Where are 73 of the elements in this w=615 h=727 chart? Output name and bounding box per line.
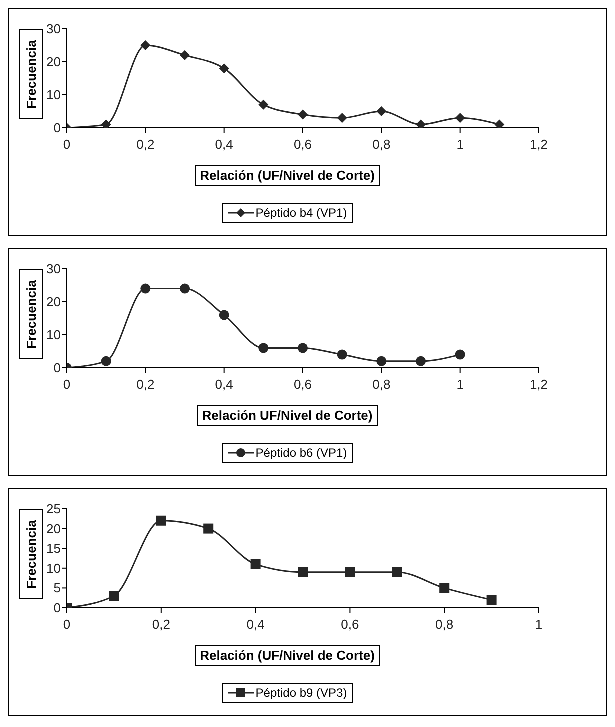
point bbox=[416, 356, 426, 366]
legend-label: Péptido b9 (VP3) bbox=[256, 686, 348, 700]
x-tick-label: 0,6 bbox=[294, 377, 312, 392]
point bbox=[494, 120, 505, 128]
x-tick-label: 1 bbox=[456, 377, 464, 392]
x-tick-label: 0,4 bbox=[215, 377, 234, 392]
x-tick-label: 1 bbox=[535, 617, 543, 632]
point bbox=[219, 310, 230, 320]
x-tick-label: 0 bbox=[63, 137, 71, 152]
y-tick-label: 20 bbox=[46, 294, 61, 310]
y-tick-label: 20 bbox=[46, 521, 61, 536]
y-tick-label: 5 bbox=[54, 580, 61, 596]
y-axis-title: Frecuencia bbox=[24, 520, 38, 588]
point bbox=[180, 50, 190, 60]
point bbox=[180, 284, 190, 294]
y-tick-label: 10 bbox=[46, 328, 61, 342]
x-axis-title: Relación (UF/Nivel de Corte) bbox=[195, 645, 380, 666]
point bbox=[298, 343, 308, 354]
point bbox=[392, 567, 402, 578]
point bbox=[455, 350, 466, 360]
x-tick-label: 0,8 bbox=[372, 137, 391, 152]
y-tick-label: 0 bbox=[54, 360, 61, 376]
x-tick-label: 0,6 bbox=[294, 137, 312, 152]
y-tick-label: 20 bbox=[46, 54, 61, 70]
x-axis-title: Relación UF/Nivel de Corte) bbox=[197, 405, 378, 426]
x-tick-label: 0,2 bbox=[136, 137, 155, 152]
x-tick-label: 1,2 bbox=[530, 137, 548, 152]
x-tick-label: 0,8 bbox=[372, 377, 391, 392]
point bbox=[140, 40, 151, 50]
x-tick-label: 0,4 bbox=[246, 617, 265, 632]
y-tick-label: 10 bbox=[46, 88, 61, 102]
point bbox=[416, 120, 426, 128]
point bbox=[101, 356, 112, 366]
x-tick-label: 0 bbox=[63, 617, 71, 632]
x-tick-label: 1 bbox=[456, 137, 464, 152]
y-tick-label: 25 bbox=[46, 502, 61, 516]
x-tick-label: 0,8 bbox=[436, 617, 454, 632]
x-tick-label: 0,4 bbox=[215, 137, 234, 152]
x-axis-title: Relación (UF/Nivel de Corte) bbox=[195, 165, 380, 186]
x-tick-label: 0,6 bbox=[341, 617, 360, 632]
point bbox=[455, 113, 466, 124]
point bbox=[440, 583, 450, 594]
y-axis-title: Frecuencia bbox=[24, 280, 38, 348]
y-tick-label: 15 bbox=[46, 541, 61, 556]
point bbox=[101, 120, 112, 128]
point bbox=[250, 559, 261, 570]
point bbox=[486, 595, 497, 606]
point bbox=[345, 567, 356, 578]
point bbox=[376, 106, 387, 116]
point bbox=[258, 100, 269, 110]
legend-label: Péptido b4 (VP1) bbox=[256, 206, 348, 220]
x-tick-label: 0,2 bbox=[152, 617, 170, 632]
y-tick-label: 30 bbox=[46, 262, 61, 276]
x-tick-label: 1,2 bbox=[530, 377, 548, 392]
y-axis-title: Frecuencia bbox=[24, 40, 38, 108]
point bbox=[156, 516, 166, 526]
point bbox=[337, 350, 348, 360]
x-tick-label: 0 bbox=[63, 377, 71, 392]
point bbox=[258, 343, 269, 354]
point bbox=[140, 284, 151, 294]
y-tick-label: 30 bbox=[46, 22, 61, 36]
point bbox=[376, 356, 387, 366]
y-tick-label: 0 bbox=[54, 120, 61, 136]
point bbox=[219, 64, 230, 74]
point bbox=[204, 524, 214, 534]
x-tick-label: 0,2 bbox=[136, 377, 155, 392]
legend-label: Péptido b6 (VP1) bbox=[256, 446, 348, 460]
y-tick-label: 10 bbox=[46, 560, 61, 576]
point bbox=[298, 567, 308, 578]
point bbox=[109, 591, 120, 602]
y-tick-label: 0 bbox=[54, 600, 61, 616]
point bbox=[298, 110, 308, 120]
point bbox=[337, 113, 348, 124]
